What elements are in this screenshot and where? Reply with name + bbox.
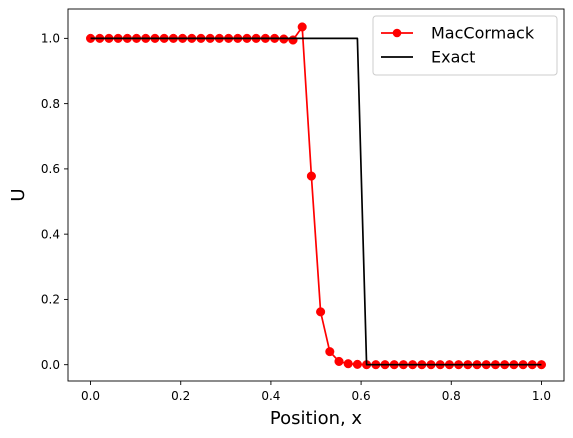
x-tick-label: 0.0 xyxy=(81,389,100,403)
legend-box xyxy=(372,15,558,76)
y-axis-label: U xyxy=(8,188,29,201)
data-point-maccormack xyxy=(288,35,298,45)
y-tick-label: 0.6 xyxy=(41,162,60,176)
y-tick-label: 1.0 xyxy=(41,32,60,46)
x-tick-label: 0.6 xyxy=(352,389,371,403)
legend: MacCormack Exact xyxy=(372,15,558,76)
x-tick-label: 0.8 xyxy=(442,389,461,403)
y-tick-label: 0.0 xyxy=(41,358,60,372)
data-point-maccormack xyxy=(297,22,307,32)
x-tick-label: 0.4 xyxy=(261,389,280,403)
data-point-maccormack xyxy=(352,359,362,369)
legend-label-maccormack: MacCormack xyxy=(431,24,535,43)
legend-label-exact: Exact xyxy=(431,48,475,67)
x-axis-label: Position, x xyxy=(270,408,363,429)
data-point-maccormack xyxy=(325,347,335,357)
y-tick-label: 0.8 xyxy=(41,97,60,111)
axes-layer: 0.0 0.2 0.4 0.6 0.8 1.0 0.0 0.2 0.4 0.6 0.8 1.0 xyxy=(41,8,565,403)
legend-marker-maccormack xyxy=(392,28,402,38)
data-point-maccormack xyxy=(316,307,326,317)
data-point-maccormack xyxy=(306,171,316,181)
y-tick-label: 0.2 xyxy=(41,293,60,307)
axes-frame xyxy=(67,8,565,382)
data-point-maccormack xyxy=(334,356,344,366)
series-layer xyxy=(86,22,547,370)
x-tick-label: 1.0 xyxy=(532,389,551,403)
series-line-exact xyxy=(90,37,542,366)
x-tick-label: 0.2 xyxy=(171,389,190,403)
y-tick-label: 0.4 xyxy=(41,227,60,241)
data-point-maccormack xyxy=(343,359,353,369)
